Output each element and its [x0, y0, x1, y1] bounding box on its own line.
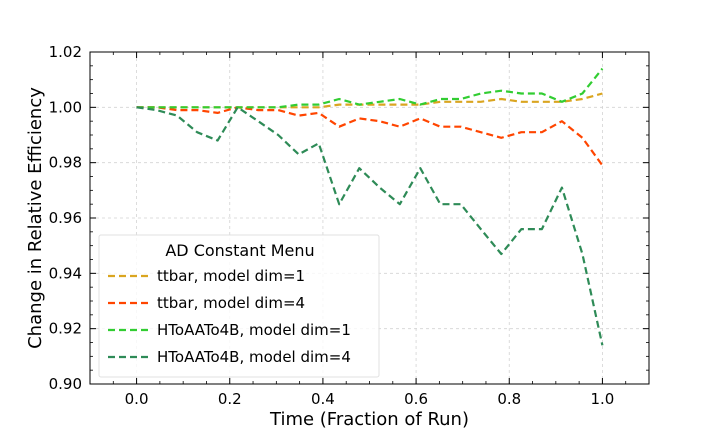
y-tick-label: 1.02	[49, 43, 82, 61]
legend-label: ttbar, model dim=1	[157, 267, 305, 285]
legend-box	[98, 234, 380, 378]
axis-ticks	[90, 51, 649, 385]
tick-labels: 0.0 0.2 0.4 0.6 0.8 1.0 0.90 0.92 0.94 0.96 0.98 1.…	[49, 43, 615, 408]
legend: AD Constant Menu ttbar, model dim=1ttbar…	[98, 234, 380, 378]
series-lines	[136, 67, 604, 346]
x-tick-label: 0.4	[311, 390, 335, 408]
y-tick-label: 0.96	[49, 209, 82, 227]
series-line-3	[136, 67, 604, 109]
x-tick-label: 0.0	[125, 390, 149, 408]
x-tick-label: 0.2	[218, 390, 242, 408]
x-tick-label: 0.6	[404, 390, 428, 408]
legend-items: ttbar, model dim=1 ttbar, model dim=4 HToA…	[108, 267, 351, 366]
y-tick-label: 0.94	[49, 264, 82, 282]
series-line-1	[136, 92, 603, 109]
y-tick-label: 0.98	[49, 154, 82, 172]
x-tick-label: 1.0	[590, 390, 614, 408]
series-line-2	[136, 106, 604, 167]
y-tick-label: 0.92	[49, 320, 82, 338]
x-tick-label: 0.8	[497, 390, 521, 408]
legend-title: AD Constant Menu	[165, 241, 314, 260]
legend-label: HToAATo4B, model dim=4	[157, 348, 351, 366]
x-axis-label: Time (Fraction of Run)	[269, 409, 469, 430]
legend-label: HToAATo4B, model dim=1	[157, 321, 351, 339]
y-tick-label: 0.90	[49, 375, 82, 393]
legend-label: ttbar, model dim=4	[157, 294, 305, 312]
y-axis-label: Change in Relative Efficiency	[25, 87, 46, 349]
y-tick-label: 1.00	[49, 98, 82, 116]
